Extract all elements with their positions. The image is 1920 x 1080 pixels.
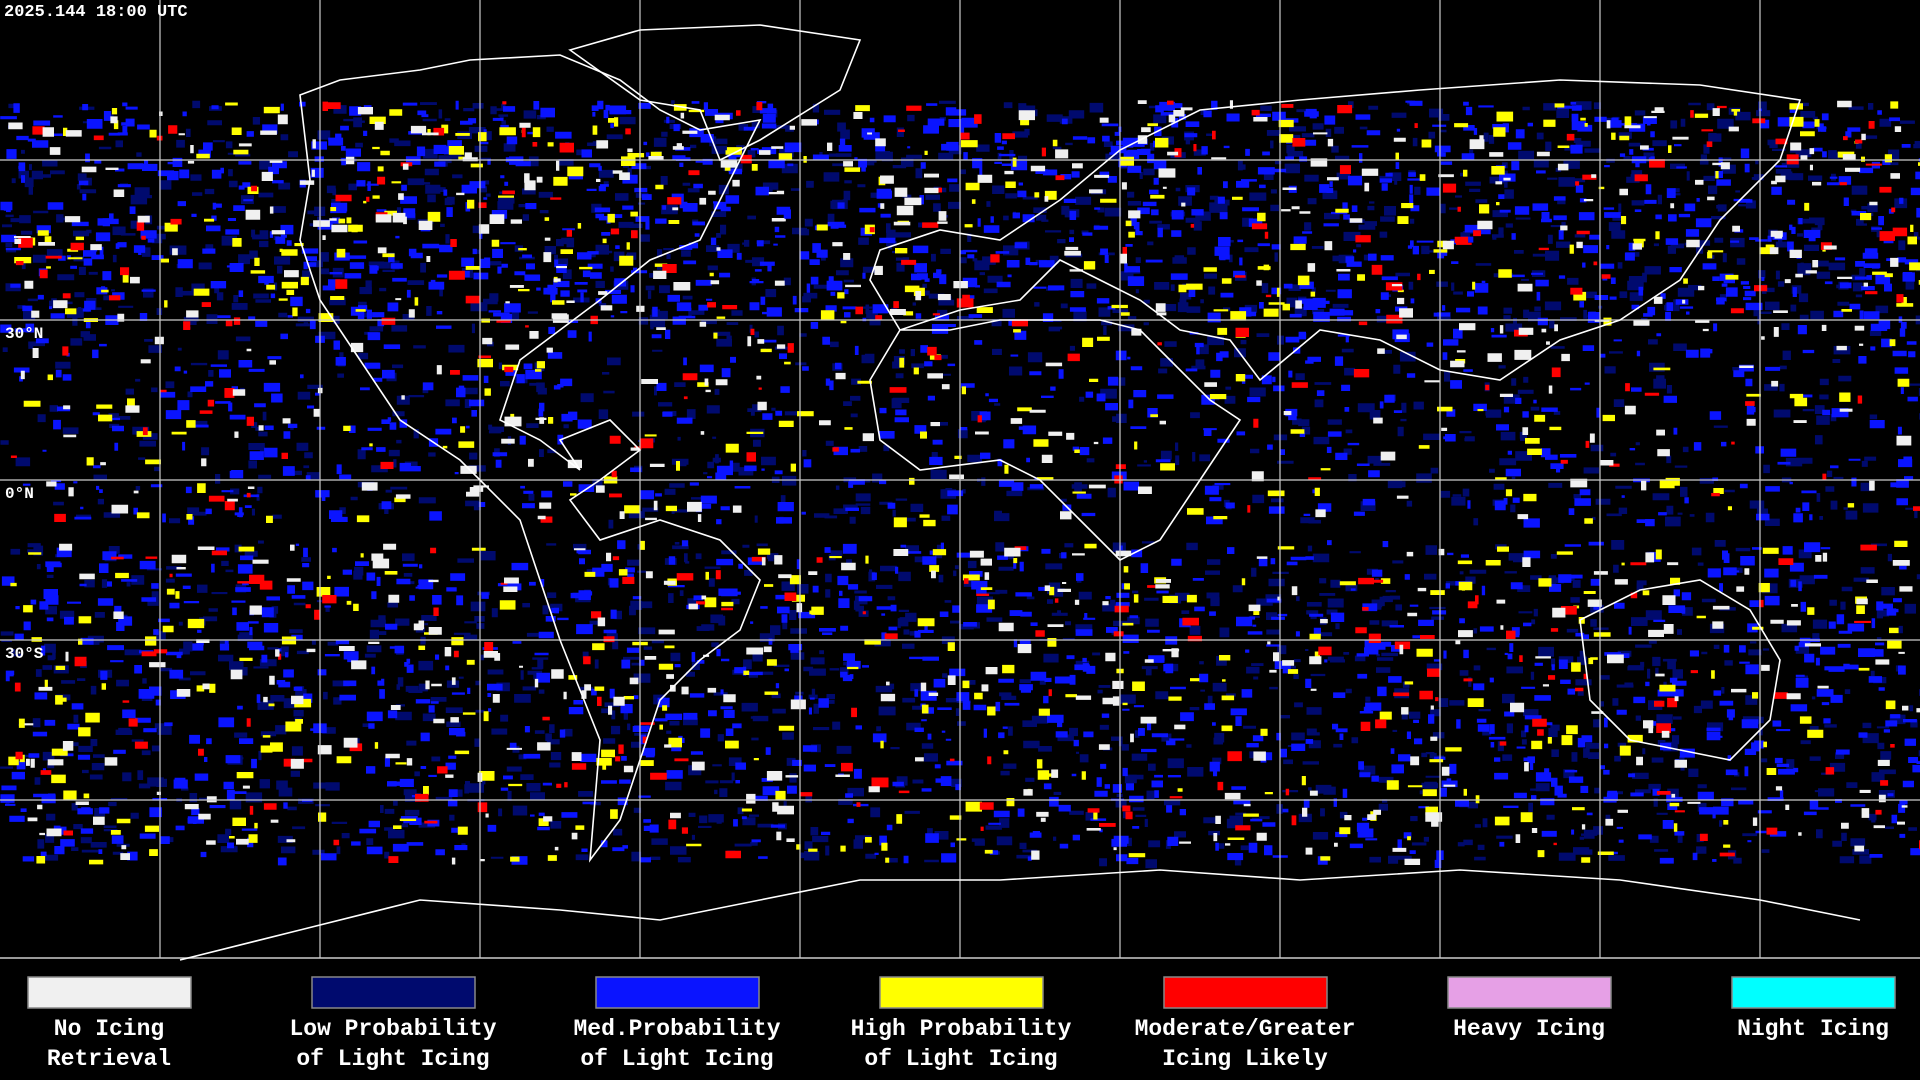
legend-label: Moderate/Greater [1135, 1016, 1356, 1042]
coastlines [179, 24, 1861, 961]
legend-label: Med.Probability [573, 1016, 780, 1042]
legend-label: Night Icing [1737, 1016, 1889, 1042]
legend-label: No Icing [54, 1016, 164, 1042]
legend-label: of Light Icing [296, 1046, 489, 1072]
legend-swatch [27, 976, 192, 1009]
map [0, 100, 1920, 869]
latitude-label: 30°S [5, 645, 44, 663]
graticule [0, 0, 1920, 959]
latitude-label: 0°N [5, 485, 34, 503]
coastline [568, 24, 862, 162]
legend-swatch [1163, 976, 1328, 1009]
legend-swatch [879, 976, 1044, 1009]
timestamp: 2025.144 18:00 UTC [4, 3, 188, 22]
legend-label: High Probability [851, 1016, 1072, 1042]
legend-label: of Light Icing [864, 1046, 1057, 1072]
icing-speckle [0, 100, 1920, 869]
legend-label: Retrieval [47, 1046, 171, 1072]
coastline [299, 54, 762, 863]
legend: No Icing Retrieval Low Probability of Light… [27, 976, 1896, 1072]
coastline [869, 79, 1802, 561]
legend-label: Heavy Icing [1453, 1016, 1605, 1042]
latitude-labels: 30°N 0°N 30°S [5, 325, 44, 663]
coastline [1579, 579, 1781, 761]
legend-swatch [595, 976, 760, 1009]
legend-label: of Light Icing [580, 1046, 773, 1072]
legend-label: Low Probability [289, 1016, 496, 1042]
latitude-label: 30°N [5, 325, 43, 343]
coastline [179, 869, 1861, 961]
legend-swatch [311, 976, 476, 1009]
legend-swatch [1731, 976, 1896, 1009]
legend-label: Icing Likely [1162, 1046, 1328, 1072]
legend-swatch [1447, 976, 1612, 1009]
